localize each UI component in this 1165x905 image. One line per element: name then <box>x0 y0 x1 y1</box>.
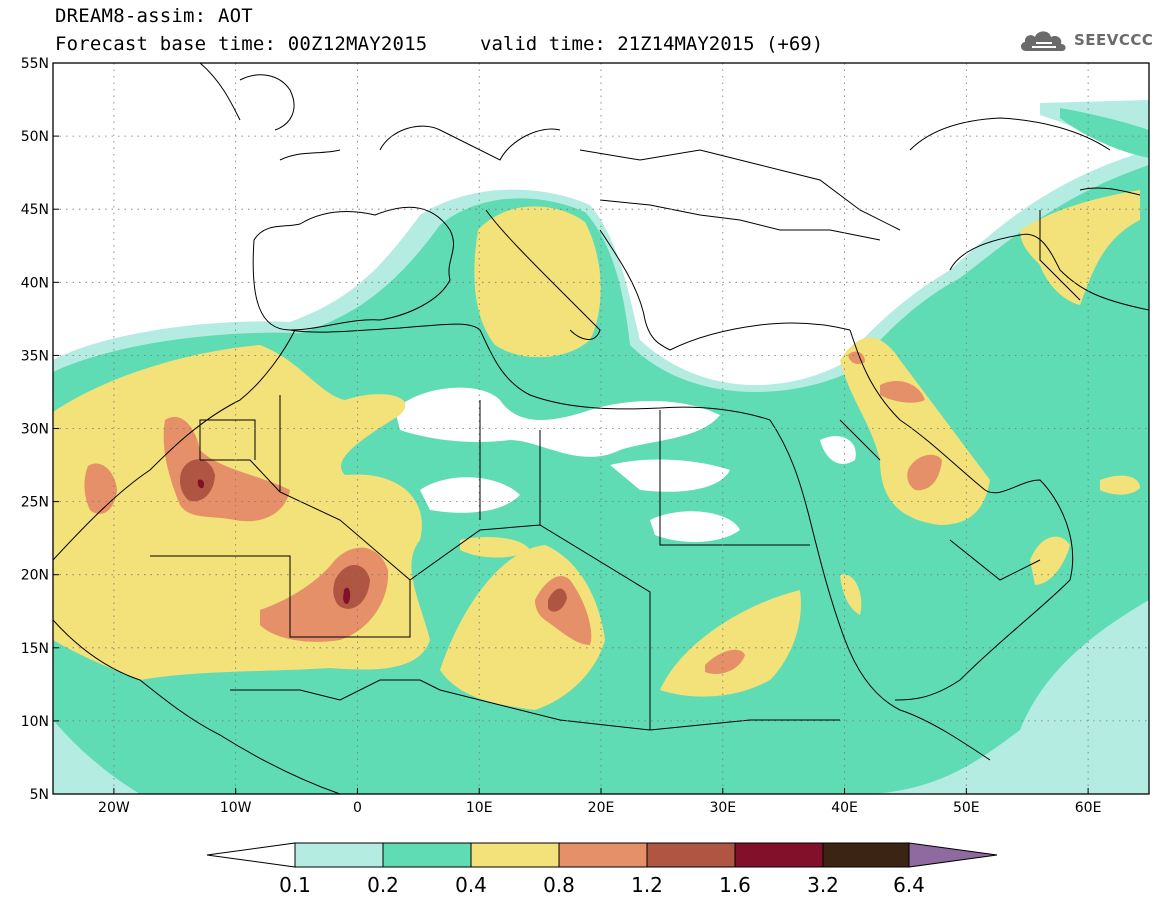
lon-tick-label: 10W <box>220 800 252 816</box>
lat-tick-label: 40N <box>21 275 49 291</box>
lon-tick-label: 30E <box>709 800 736 816</box>
colorbar-swatch-6 <box>734 842 824 868</box>
lon-tick-label: 20W <box>98 800 130 816</box>
aot-layer-1-2 <box>180 459 567 612</box>
lat-tick-label: 5N <box>30 787 49 803</box>
coastlines-borders <box>53 63 1149 794</box>
colorbar-label-0-2: 0.2 <box>367 873 399 897</box>
colorbar-swatch-4 <box>558 842 648 868</box>
lat-tick-label: 55N <box>21 56 49 72</box>
lon-tick-label: 10E <box>466 800 493 816</box>
longitude-axis: 20W 10W 0 10E 20E 30E 40E 50E 60E <box>98 788 1101 816</box>
lat-tick-label: 25N <box>21 495 49 511</box>
lon-tick-label: 0 <box>353 800 362 816</box>
logo-text: SEEVCCC <box>1074 31 1154 49</box>
colorbar-label-0-4: 0.4 <box>455 873 487 897</box>
aot-low-holes <box>395 387 856 542</box>
lat-tick-label: 15N <box>21 641 49 657</box>
lon-tick-label: 60E <box>1075 800 1102 816</box>
aot-layer-1-6 <box>197 479 351 604</box>
colorbar-label-3-2: 3.2 <box>807 873 839 897</box>
latitude-axis: 5N 10N 15N 20N 25N 30N 35N 40N 45N 50N 55N <box>21 56 59 803</box>
lat-tick-label: 35N <box>21 348 49 364</box>
colorbar-swatch-1 <box>294 842 384 868</box>
colorbar-label-6-4: 6.4 <box>893 873 925 897</box>
lat-tick-label: 45N <box>21 202 49 218</box>
colorbar-label-0-1: 0.1 <box>279 873 311 897</box>
colorbar-swatch-5 <box>646 842 736 868</box>
colorbar-swatch-2 <box>382 842 472 868</box>
forecast-base-time: Forecast base time: 00Z12MAY2015 <box>55 33 428 55</box>
colorbar-label-1-2: 1.2 <box>631 873 663 897</box>
colorbar-high-extension <box>908 842 998 868</box>
seevccc-logo: SEEVCCC <box>1018 27 1153 53</box>
colorbar-low-extension <box>206 842 296 868</box>
cloud-icon <box>1020 31 1066 51</box>
colorbar: 0.1 0.2 0.4 0.8 1.2 1.6 3.2 6.4 <box>206 842 998 897</box>
colorbar-label-0-8: 0.8 <box>543 873 575 897</box>
lat-tick-label: 30N <box>21 422 49 438</box>
map-title: DREAM8-assim: AOT <box>55 5 253 27</box>
map-grid <box>53 63 1149 794</box>
colorbar-swatch-3 <box>470 842 560 868</box>
lat-tick-label: 20N <box>21 568 49 584</box>
lon-tick-label: 40E <box>831 800 858 816</box>
colorbar-label-1-6: 1.6 <box>719 873 751 897</box>
lat-tick-label: 50N <box>21 129 49 145</box>
colorbar-swatch-7 <box>822 842 910 868</box>
valid-time: valid time: 21Z14MAY2015 (+69) <box>480 33 824 55</box>
lat-tick-label: 10N <box>21 714 49 730</box>
lon-tick-label: 50E <box>953 800 980 816</box>
lon-tick-label: 20E <box>588 800 615 816</box>
